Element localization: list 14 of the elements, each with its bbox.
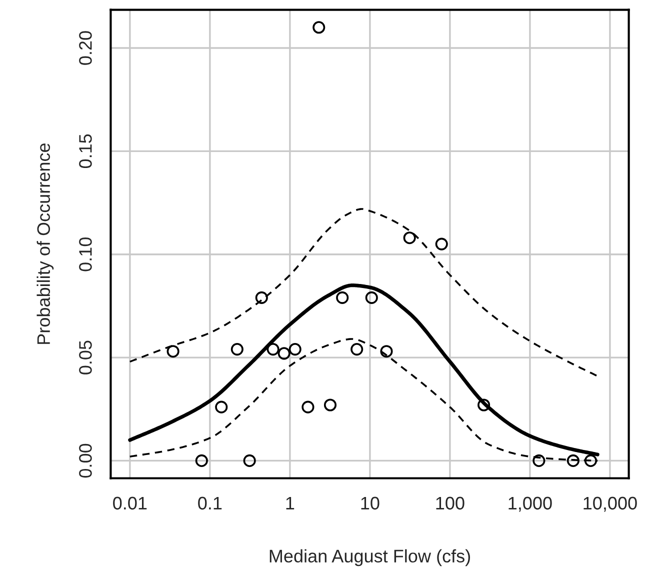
x-tick-label: 1,000 bbox=[508, 496, 552, 512]
x-axis-title: Median August Flow (cfs) bbox=[270, 549, 470, 566]
y-axis-title: Probability of Occurrence bbox=[36, 143, 54, 344]
y-tick-label: 0.20 bbox=[79, 31, 92, 65]
y-tick-label: 0.05 bbox=[79, 340, 92, 374]
x-tick-label: 100 bbox=[436, 496, 464, 510]
x-tick-label: 0.1 bbox=[198, 496, 222, 510]
y-tick-label: 0.15 bbox=[79, 134, 92, 168]
x-tick-label: 10,000 bbox=[584, 496, 637, 512]
y-tick-label: 0.00 bbox=[79, 444, 92, 478]
x-tick-label: 0.01 bbox=[113, 496, 147, 510]
x-tick-label: 1 bbox=[286, 496, 294, 510]
x-tick-label: 10 bbox=[361, 496, 380, 510]
y-tick-label: 0.10 bbox=[79, 238, 92, 272]
